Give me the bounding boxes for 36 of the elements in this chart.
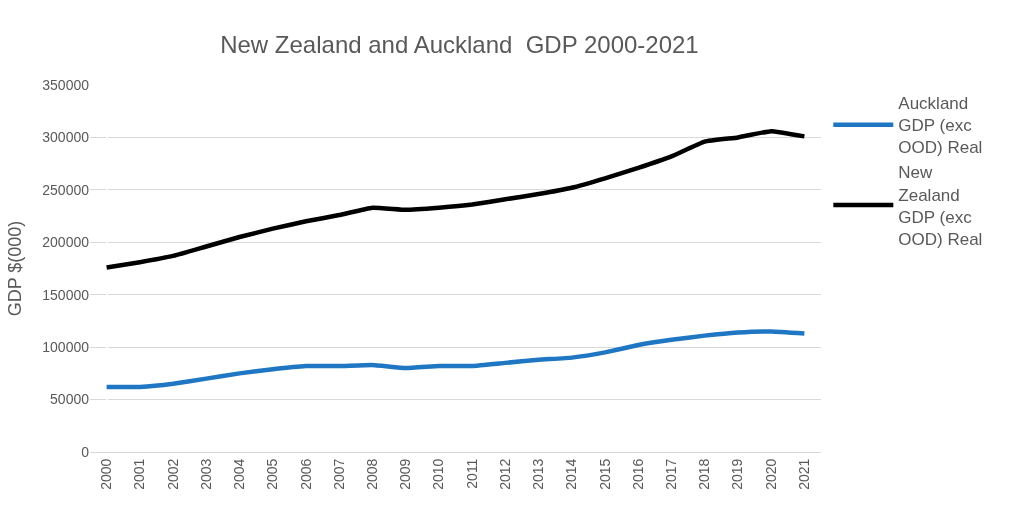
y-tick-label: 50000 [50, 391, 90, 408]
y-tick-label: 100000 [42, 339, 90, 356]
x-tick-label: 2015 [596, 458, 613, 490]
line-series [104, 128, 807, 270]
x-tick-label: 2013 [530, 458, 547, 490]
x-tick-label: 2017 [663, 458, 680, 490]
x-tick-label: 2004 [231, 458, 248, 490]
x-tick-label: 2012 [496, 458, 513, 490]
y-axis-title: GDP $(000) [5, 220, 26, 317]
x-tick-label: 2014 [563, 458, 580, 490]
x-tick-label: 2016 [629, 458, 646, 490]
x-tick-label: 2020 [762, 458, 779, 490]
x-tick-label: 2010 [430, 458, 447, 490]
x-tick-label: 2005 [264, 458, 281, 490]
x-tick-label: 2019 [729, 458, 746, 490]
y-tick-label: 0 [81, 443, 90, 460]
legend-label: Auckland GDP (exc OOD) Real [898, 94, 983, 158]
x-tick-label: 2007 [330, 458, 347, 490]
x-tick-label: 2003 [197, 458, 214, 490]
x-tick-label: 2000 [98, 458, 115, 490]
x-tick-label: 2011 [463, 458, 480, 489]
legend-label: New Zealand GDP (exc OOD) Real [898, 163, 983, 249]
x-tick-label: 2021 [795, 458, 812, 490]
y-tick-label: 350000 [42, 76, 90, 93]
x-tick-label: 2008 [363, 458, 380, 490]
y-tick-label: 250000 [42, 181, 90, 198]
x-tick-label: 2009 [397, 458, 414, 490]
x-tick-label: 2001 [131, 458, 148, 490]
x-tick-label: 2006 [297, 458, 314, 490]
y-tick-label: 200000 [42, 234, 90, 251]
line-series [104, 329, 807, 390]
x-tick-label: 2018 [696, 458, 713, 490]
chart-title: New Zealand and Auckland GDP 2000-2021 [220, 31, 699, 59]
y-tick-label: 300000 [42, 129, 90, 146]
y-tick-label: 150000 [42, 286, 90, 303]
x-tick-label: 2002 [164, 458, 181, 490]
